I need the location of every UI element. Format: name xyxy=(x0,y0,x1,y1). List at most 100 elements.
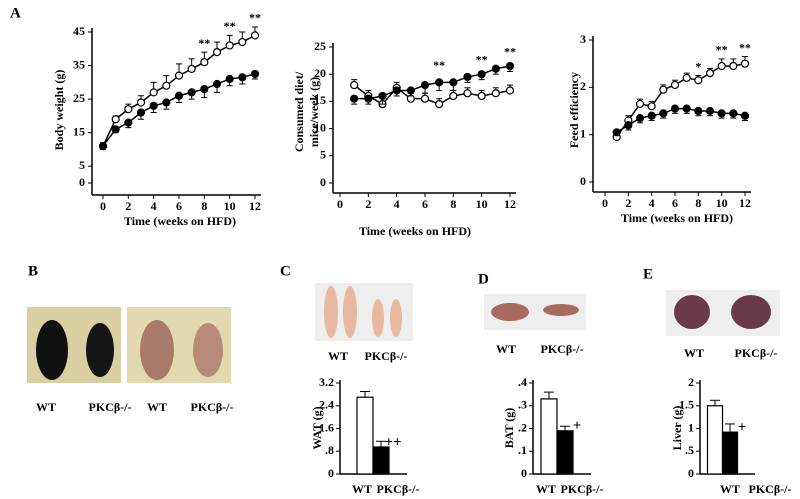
y-tick-label: 5 xyxy=(320,148,326,162)
data-point xyxy=(225,74,234,84)
data-point xyxy=(149,101,158,110)
data-point xyxy=(364,94,373,103)
y-tick-label: .4 xyxy=(518,375,527,389)
data-point xyxy=(225,41,234,50)
x-tick-label: 2 xyxy=(125,199,131,213)
data-point xyxy=(392,86,401,95)
x-tick-label: WT xyxy=(536,482,556,496)
data-point xyxy=(162,81,171,90)
data-point xyxy=(124,118,133,127)
x-tick-label: WT xyxy=(352,482,372,496)
bar xyxy=(706,405,724,475)
mouse xyxy=(193,323,223,377)
y-axis-label: Body weight (g) xyxy=(52,70,66,151)
y-tick-label: 25 xyxy=(314,39,326,53)
significance-mark: + xyxy=(738,420,747,436)
panel-letter: E xyxy=(643,266,653,282)
y-axis-label: WAT (g) xyxy=(310,406,324,449)
y-tick-label: 1 xyxy=(688,420,694,434)
y-tick-label: .3 xyxy=(518,398,527,412)
y-tick-label: 20 xyxy=(314,66,326,80)
data-point xyxy=(378,91,387,101)
data-point xyxy=(174,71,184,80)
x-tick-label: 8 xyxy=(201,199,207,213)
x-tick-label: 10 xyxy=(476,197,488,211)
x-tick-label: 6 xyxy=(422,197,428,211)
y-axis-label: Consumed diet/ xyxy=(292,71,306,152)
data-point xyxy=(238,37,247,47)
data-point xyxy=(624,121,633,130)
data-point xyxy=(449,78,458,87)
y-tick-label: 2 xyxy=(688,375,694,389)
tissue xyxy=(372,299,384,337)
series-line xyxy=(354,65,511,100)
data-point xyxy=(463,89,472,98)
data-point xyxy=(670,104,680,113)
data-point xyxy=(659,109,668,118)
x-tick-label: 4 xyxy=(649,196,655,210)
mouse xyxy=(86,323,114,377)
mouse xyxy=(140,320,174,380)
series-line xyxy=(102,34,256,147)
y-axis-label: mice/week (g) xyxy=(307,77,321,147)
panel-letter: C xyxy=(280,263,291,279)
photo-label: WT xyxy=(147,400,167,414)
y-tick-label: 0 xyxy=(320,175,326,189)
bar xyxy=(556,430,574,475)
data-point xyxy=(729,61,738,71)
data-point xyxy=(491,64,500,73)
y-tick-label: 45 xyxy=(73,24,85,38)
data-point xyxy=(200,84,209,94)
significance-mark: ** xyxy=(224,19,236,33)
significance-mark: ++ xyxy=(384,434,401,450)
x-tick-label: 6 xyxy=(176,199,182,213)
data-point xyxy=(187,64,196,74)
tissue xyxy=(390,299,402,337)
tissue xyxy=(343,286,357,338)
x-tick-label: 2 xyxy=(365,197,371,211)
y-tick-label: 15 xyxy=(314,93,326,107)
x-tick-label: 0 xyxy=(100,199,106,213)
x-tick-label: 8 xyxy=(450,197,456,211)
significance-mark: ** xyxy=(198,36,210,50)
x-axis-label: Time (weeks on HFD) xyxy=(359,224,471,238)
data-point xyxy=(717,61,726,71)
panel-letter: A xyxy=(10,5,21,21)
y-tick-label: 3.2 xyxy=(319,375,334,389)
x-tick-label: 8 xyxy=(695,196,701,210)
data-point xyxy=(694,106,703,116)
data-point xyxy=(647,111,656,120)
data-point xyxy=(162,98,171,107)
tissue xyxy=(491,303,529,321)
x-tick-label: 10 xyxy=(716,196,728,210)
photo-label: WT xyxy=(36,400,56,414)
significance-mark: ** xyxy=(433,58,445,72)
data-point xyxy=(670,80,680,90)
x-tick-label: 6 xyxy=(672,196,678,210)
bar xyxy=(356,396,374,475)
photo-label: PKCβ-/- xyxy=(735,346,778,360)
data-point xyxy=(740,59,750,68)
data-point xyxy=(174,91,184,100)
y-tick-label: 0 xyxy=(328,466,334,480)
significance-mark: ** xyxy=(249,11,261,25)
data-point xyxy=(682,104,691,113)
data-point xyxy=(477,70,486,79)
data-point xyxy=(350,80,359,90)
y-tick-label: 0 xyxy=(688,466,694,480)
x-tick-label: PKCβ-/- xyxy=(561,482,604,496)
tissue xyxy=(731,295,771,329)
data-point xyxy=(705,106,715,116)
x-tick-label: 12 xyxy=(249,199,261,213)
y-tick-label: 35 xyxy=(73,57,85,71)
photos xyxy=(27,283,780,383)
data-point xyxy=(635,99,645,109)
x-tick-label: 2 xyxy=(625,196,631,210)
data-point xyxy=(729,109,738,118)
photo-label: WT xyxy=(328,349,348,363)
data-point xyxy=(505,61,515,71)
significance-mark: ** xyxy=(504,44,516,58)
significance-mark: + xyxy=(573,418,582,434)
y-tick-label: 5 xyxy=(79,158,85,172)
